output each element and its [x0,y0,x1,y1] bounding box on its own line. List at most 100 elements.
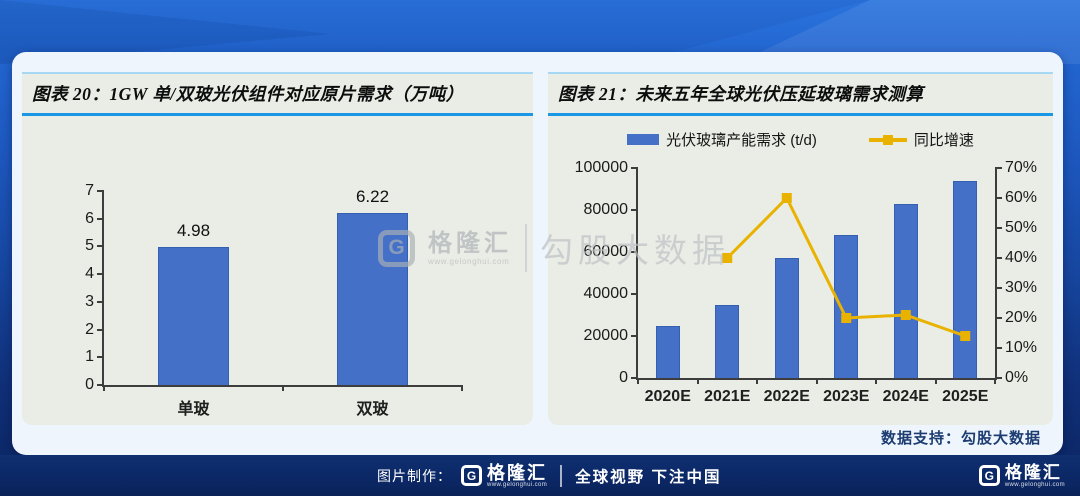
x-axis-category-label: 2024E [882,388,929,405]
y-axis-tick-label: 0% [1005,369,1029,386]
line-series [722,193,971,341]
y-axis-tick-mark [995,347,1002,349]
y-axis-tick-label: 4 [85,265,94,283]
y-axis-tick-mark [97,356,104,359]
y-axis-tick-mark [995,197,1002,199]
x-axis-tick-mark [637,378,639,384]
chart20-panel: 图表 20：1GW 单/双玻光伏组件对应原片需求（万吨） 0 1 2 3 4 5 6 7 单玻 双… [22,72,533,425]
y-axis-tick-label: 70% [1005,159,1038,176]
y-axis-tick-mark [97,273,104,276]
bar [655,325,680,378]
footer-bar: 图片制作： G 格隆汇 www.gelonghui.com 全球视野 下注中国 … [0,455,1080,496]
x-axis-tick-mark [815,378,818,384]
y-axis-tick-mark [995,227,1002,229]
bar-value-label: 6.22 [355,186,390,206]
chart21-title: 图表 21：未来五年全球光伏压延玻璃需求测算 [548,72,1053,116]
y-axis-tick-mark [995,257,1002,259]
bar [336,212,409,385]
x-axis-category-label: 单玻 [177,401,210,418]
footer-brand-group: 格隆汇 www.gelonghui.com [487,464,547,488]
line-marker [841,313,852,323]
line-series-swatch-icon [868,134,907,145]
y-axis-tick-mark [97,328,104,331]
x-axis-category-label: 双玻 [356,401,389,418]
x-axis-tick-mark [756,378,758,384]
y-axis-tick-label: 50% [1005,219,1038,236]
footer-right-brand-url: www.gelonghui.com [1004,481,1065,488]
data-support-credit: 数据支持：勾股大数据 [880,430,1041,447]
gelonghui-logo-icon: G [978,465,1000,486]
chart20-title-text: 图表 20：1GW 单/双玻光伏组件对应原片需求（万吨） [32,84,464,104]
x-axis-tick-mark [103,385,105,391]
chart21-panel: 图表 21：未来五年全球光伏压延玻璃需求测算 光伏玻璃产能需求 (t/d) 同比… [548,72,1053,425]
bar [774,258,799,378]
line-marker [960,331,971,341]
y-axis-tick-mark [97,245,104,248]
footer-credit-group: 图片制作： G 格隆汇 www.gelonghui.com 全球视野 下注中国 [377,455,721,496]
made-by-label: 图片制作： [377,467,452,484]
bar [157,246,230,385]
y-axis-tick-label: 6 [85,209,94,227]
y-axis-tick-label: 40% [1005,249,1038,266]
y-axis-tick-label: 20% [1005,309,1038,326]
chart20-title: 图表 20：1GW 单/双玻光伏组件对应原片需求（万吨） [22,72,533,116]
x-axis-category-label: 2020E [644,388,691,405]
x-axis-category-label: 2022E [763,388,810,405]
y-axis-tick-label: 40000 [583,285,629,302]
x-axis-tick-mark [696,378,699,384]
gelonghui-logo-icon: G [461,465,482,486]
x-axis-tick-mark [461,385,463,391]
x-axis-tick-mark [934,378,937,384]
footer-divider [560,464,563,487]
y-axis-tick-label: 7 [85,182,94,199]
footer-brand-text: 格隆汇 [487,462,547,483]
background-facets [0,0,1080,64]
y-axis-tick-mark [995,377,1002,379]
bar [953,180,978,378]
y-axis-tick-mark [631,167,638,169]
footer-logo: G 格隆汇 www.gelonghui.com [461,464,547,488]
footer-slogan: 全球视野 下注中国 [575,468,722,486]
line-series-label: 同比增速 [913,132,974,149]
bar-series-label: 光伏玻璃产能需求 (t/d) [666,132,817,149]
x-axis-category-label: 2021E [704,388,751,405]
y-axis-tick-label: 3 [85,292,94,310]
y-axis-tick-mark [97,300,104,303]
y-axis-tick-mark [631,251,638,253]
y-axis-tick-label: 0 [619,369,628,386]
footer-right-brand-text: 格隆汇 [1004,462,1062,482]
chart21-plot-area: 0 20000 40000 60000 80000 100000 0% 10% 20% 30% 40… [575,159,1037,405]
y-axis-tick-mark [631,293,638,295]
chart21-legend: 光伏玻璃产能需求 (t/d) 同比增速 [548,129,1053,150]
legend-item-bar-series: 光伏玻璃产能需求 (t/d) [627,129,817,150]
y-axis-tick-label: 20000 [583,327,629,344]
bar-value-label: 4.98 [176,220,211,240]
legend-item-line-series: 同比增速 [868,129,974,150]
y-axis-tick-mark [97,190,104,192]
footer-right-logo: G 格隆汇 www.gelonghui.com [978,455,1065,496]
y-axis-tick-label: 0 [85,376,94,393]
bar [893,203,918,378]
footer-right-brand-group: 格隆汇 www.gelonghui.com [1004,462,1065,488]
y-axis-tick-mark [631,335,638,337]
footer-brand-url: www.gelonghui.com [487,481,548,488]
y-axis-tick-mark [97,384,104,386]
x-axis-category-label: 2025E [942,388,989,405]
y-axis-tick-label: 10% [1005,339,1038,356]
y-axis-tick-label: 60% [1005,189,1038,206]
x-axis-tick-mark [282,385,284,391]
y-axis-tick-mark [995,317,1002,319]
chart20-plot-area: 0 1 2 3 4 5 6 7 单玻 双玻 4.98 6.22 [85,182,463,418]
line-marker [781,193,792,203]
y-axis-tick-label: 30% [1005,279,1038,296]
x-axis-category-label: 2023E [823,388,870,405]
chart21-title-text: 图表 21：未来五年全球光伏压延玻璃需求测算 [558,84,924,104]
y-axis-tick-mark [97,217,104,220]
y-axis-tick-mark [631,209,638,211]
y-axis-tick-label: 60000 [583,243,629,260]
line-marker [722,253,733,263]
y-axis-tick-mark [995,167,1002,169]
y-axis-tick-mark [631,377,638,379]
bar-series-swatch-icon [627,134,660,145]
